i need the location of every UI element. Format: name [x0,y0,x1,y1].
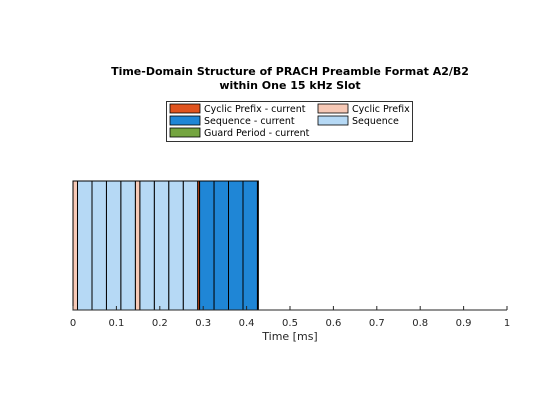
segment-seq-7 [153,180,170,311]
x-tick-label: 0.8 [412,318,428,329]
legend-swatch [169,127,201,138]
segment-seq-2 [91,180,107,311]
legend-box [166,101,413,142]
legend-label: Sequence [352,116,399,127]
x-tick-label: 0.4 [239,318,255,329]
x-tick-label: 0.2 [152,318,168,329]
legend-label: Guard Period - current [204,128,310,139]
legend-swatch [169,115,201,126]
segment-seq-1 [77,180,93,311]
x-axis: 0 0.1 0.2 0.3 0.4 0.5 0.6 0.7 0.8 0.9 1 [70,306,510,329]
x-tick-label: 0.9 [456,318,472,329]
segment-seq-current-14 [242,180,258,311]
x-tick-label: 0.7 [369,318,385,329]
chart-title-line-2: within One 15 kHz Slot [219,79,360,92]
segment-cp-5 [134,180,141,311]
segment-cp-0 [72,180,79,311]
x-tick-label: 0.1 [108,318,124,329]
legend-label: Cyclic Prefix - current [204,104,306,115]
segment-seq-6 [139,180,155,311]
x-axis-label: Time [ms] [261,330,317,343]
segment-gp-current-15 [256,180,259,311]
x-tick-label: 1 [504,318,510,329]
x-tick-label: 0.3 [195,318,211,329]
segment-seq-8 [168,180,184,311]
x-tick-label: 0 [70,318,76,329]
legend-swatch [317,103,349,114]
legend-swatch [317,115,349,126]
legend-swatch [169,103,201,114]
timeline-bars [72,180,259,311]
segment-seq-4 [120,180,136,311]
segment-seq-9 [182,180,199,311]
legend: Cyclic Prefix - current Cyclic PrefixSequ… [166,101,413,142]
segment-seq-current-13 [228,180,244,311]
legend-label: Sequence - current [204,116,295,127]
legend-label: Cyclic Prefix [352,104,410,115]
segment-seq-current-11 [199,180,215,311]
segment-seq-current-12 [213,180,230,311]
chart-title-line-1: Time-Domain Structure of PRACH Preamble … [111,65,469,78]
segment-seq-3 [105,180,122,311]
x-tick-label: 0.6 [325,318,341,329]
x-tick-label: 0.5 [282,318,298,329]
